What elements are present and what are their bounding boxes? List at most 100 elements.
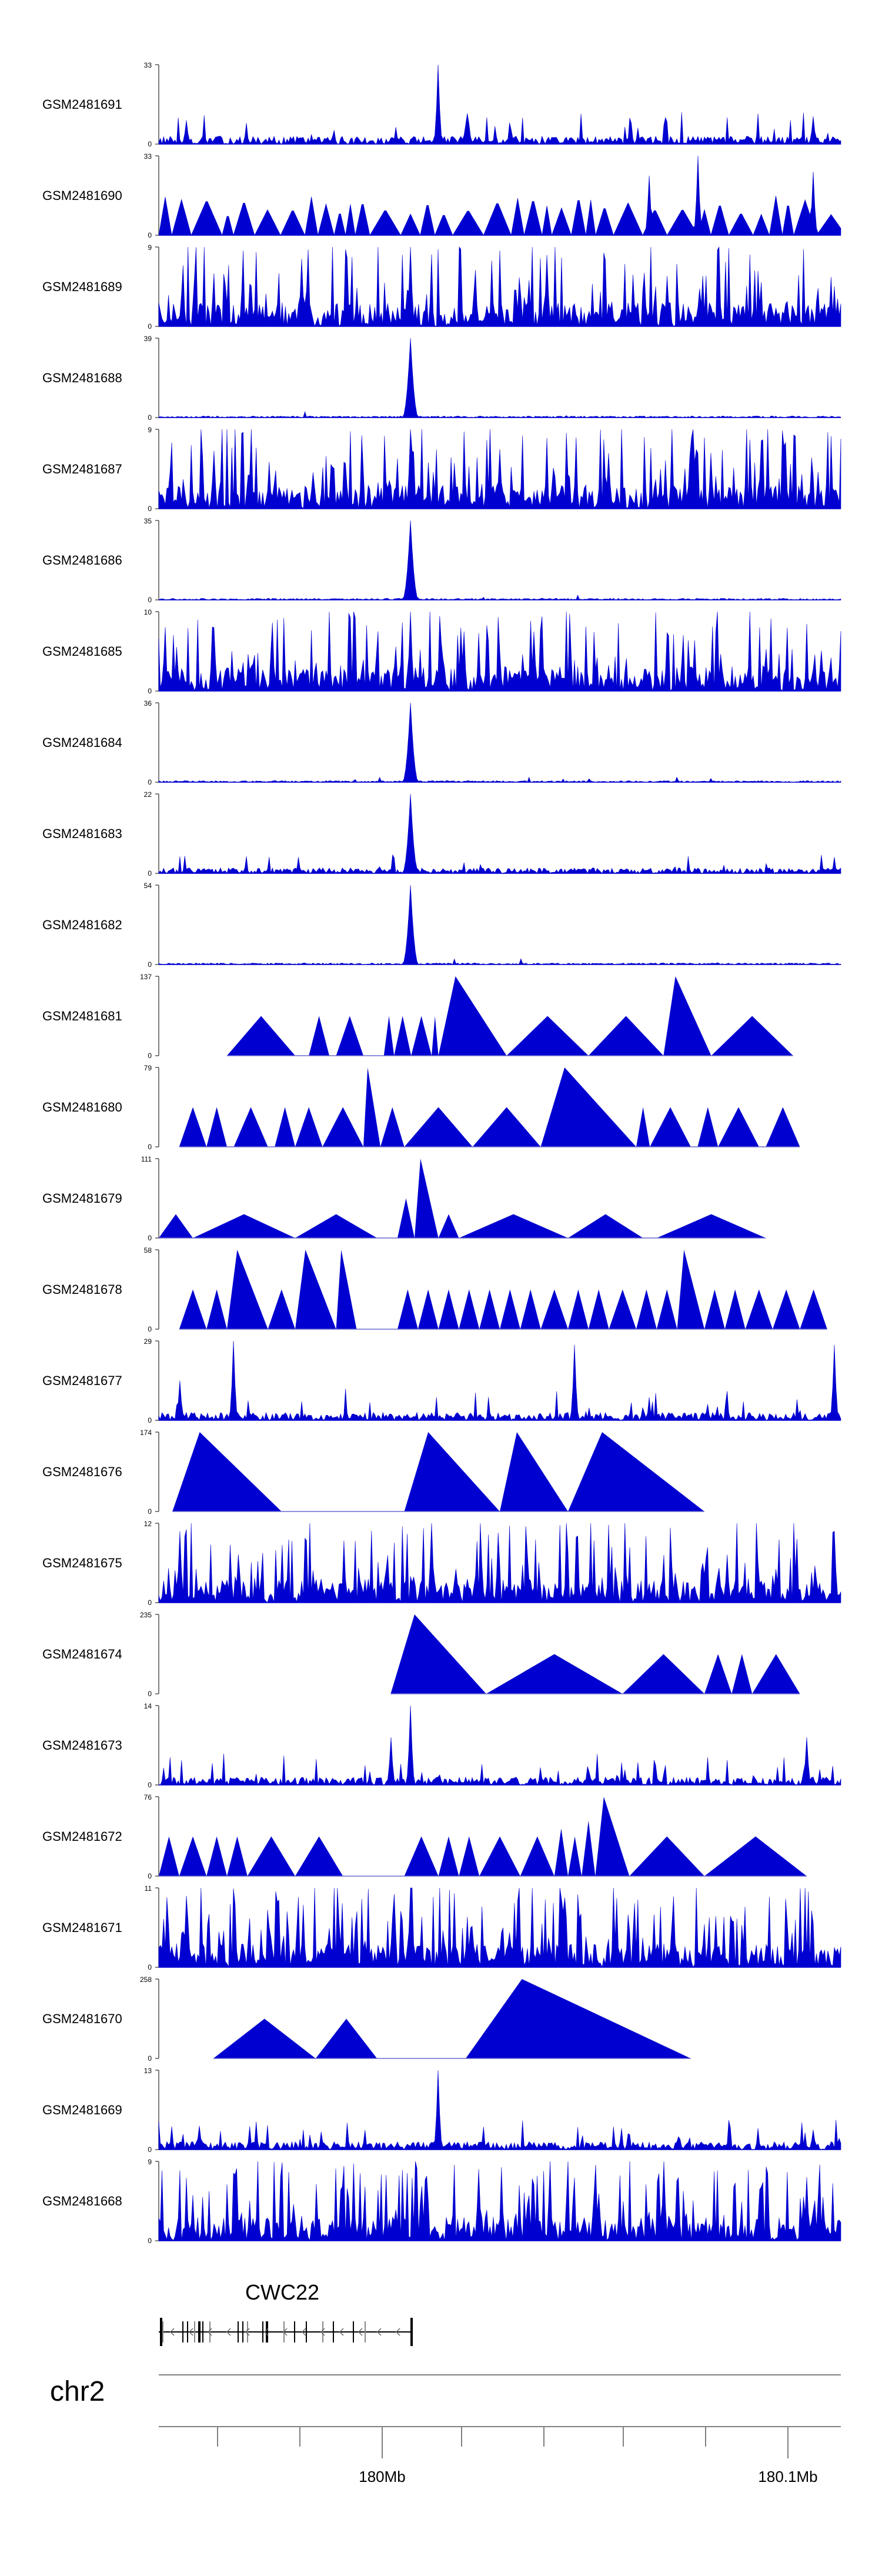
- strand-arrow-icon: [339, 2328, 344, 2336]
- track-gsm2481672: GSM2481672 76 0: [42, 1793, 807, 1880]
- coverage-peak: [390, 1614, 486, 1694]
- y-min-tick-label: 0: [148, 1963, 152, 1971]
- track-gsm2481680: GSM2481680 79 0: [42, 1064, 800, 1151]
- coverage-peak: [179, 1107, 207, 1147]
- y-max-tick-label: 76: [144, 1793, 152, 1801]
- coverage-peak: [554, 1828, 568, 1876]
- coverage-peak: [363, 1067, 380, 1147]
- coverage-tracks: GSM2481691330GSM2481690330GSM248168990GS…: [42, 61, 841, 2245]
- track-gsm2481687: GSM2481687 9 0: [42, 426, 841, 513]
- coverage-peak: [404, 1107, 473, 1147]
- track-gsm2481681: GSM2481681 137 0: [42, 973, 793, 1060]
- coverage-peak: [636, 1289, 657, 1329]
- coverage-peak: [704, 1289, 725, 1329]
- coverage-signal: [158, 155, 841, 236]
- coverage-peak: [159, 1836, 179, 1876]
- coverage-peak: [766, 1107, 800, 1147]
- y-min-tick-label: 0: [148, 1325, 152, 1333]
- coverage-signal: [158, 611, 841, 692]
- track-gsm2481671: GSM2481671 11 0: [42, 1884, 841, 1971]
- coverage-peak: [275, 1107, 295, 1147]
- coverage-peak: [479, 1289, 500, 1329]
- coverage-signal: [158, 885, 841, 965]
- gene-exon: [187, 2321, 188, 2343]
- axis-tick-label: 180Mb: [359, 2468, 406, 2485]
- gene-exon: [294, 2321, 295, 2343]
- coverage-peak: [704, 1654, 732, 1694]
- track-label: GSM2481687: [42, 462, 122, 476]
- coverage-peak: [677, 1250, 704, 1329]
- coverage-peak: [233, 1107, 268, 1147]
- coverage-peak: [459, 1214, 568, 1238]
- strand-arrow-icon: [395, 2328, 400, 2336]
- coverage-peak: [159, 1214, 193, 1238]
- track-gsm2481689: GSM2481689 9 0: [42, 243, 841, 331]
- coverage-peak: [295, 1250, 336, 1329]
- coverage-signal: [158, 793, 841, 874]
- gene-model-cwc22: CWC22: [159, 2280, 413, 2346]
- track-label: GSM2481672: [42, 1829, 122, 1844]
- gene-exon: [322, 2321, 323, 2343]
- track-label: GSM2481669: [42, 2103, 122, 2117]
- track-label: GSM2481689: [42, 279, 122, 294]
- coverage-signal: [158, 338, 841, 418]
- coverage-peak: [479, 1836, 520, 1876]
- y-max-tick-label: 22: [144, 790, 152, 799]
- coverage-peak: [731, 1654, 753, 1694]
- coverage-peak: [247, 1836, 295, 1876]
- gene-exon: [247, 2321, 248, 2343]
- coverage-peak: [179, 1836, 207, 1876]
- coverage-peak: [417, 1289, 439, 1329]
- axis-tick-label: 180.1Mb: [758, 2468, 817, 2485]
- y-max-tick-label: 137: [140, 973, 152, 981]
- coverage-peak: [588, 1016, 664, 1056]
- coverage-peak: [506, 1016, 589, 1056]
- coverage-peak: [520, 1289, 541, 1329]
- track-label: GSM2481684: [42, 735, 122, 750]
- gene-exon: [238, 2321, 239, 2343]
- coverage-signal: [158, 1523, 841, 1603]
- strand-arrow-icon: [376, 2328, 382, 2336]
- track-label: GSM2481686: [42, 553, 122, 568]
- gene-exon: [333, 2321, 334, 2343]
- coverage-peak: [752, 1654, 800, 1694]
- coverage-peak: [724, 1289, 746, 1329]
- y-max-tick-label: 35: [144, 517, 152, 525]
- track-gsm2481682: GSM2481682 54 0: [42, 882, 841, 969]
- track-label: GSM2481680: [42, 1100, 122, 1115]
- track-label: GSM2481677: [42, 1373, 122, 1388]
- y-min-tick-label: 0: [148, 2145, 152, 2154]
- y-min-tick-label: 0: [148, 2054, 152, 2063]
- track-label: GSM2481673: [42, 1738, 122, 1753]
- y-min-tick-label: 0: [148, 687, 152, 695]
- gene-exon: [182, 2321, 183, 2343]
- track-label: GSM2481676: [42, 1464, 122, 1479]
- coverage-peak: [415, 1159, 439, 1238]
- coverage-peak: [486, 1654, 623, 1694]
- gene-exon: [202, 2321, 203, 2343]
- chromosome-ideogram: chr2: [50, 2374, 841, 2407]
- coverage-peak: [520, 1836, 554, 1876]
- track-gsm2481677: GSM2481677 29 0: [42, 1337, 841, 1424]
- track-label: GSM2481681: [42, 1009, 122, 1023]
- coverage-peak: [206, 1107, 227, 1147]
- track-gsm2481674: GSM2481674 235 0: [42, 1611, 800, 1698]
- coverage-peak: [397, 1289, 418, 1329]
- track-gsm2481691: GSM2481691 33 0: [42, 61, 841, 148]
- track-gsm2481675: GSM2481675 12 0: [42, 1520, 841, 1607]
- y-min-tick-label: 0: [148, 1416, 152, 1424]
- track-label: GSM2481668: [42, 2194, 122, 2208]
- coverage-peak: [227, 1250, 268, 1329]
- track-gsm2481673: GSM2481673 14 0: [42, 1702, 841, 1789]
- coverage-peak: [383, 1016, 395, 1056]
- track-gsm2481670: GSM2481670 258 0: [42, 1976, 691, 2063]
- coverage-peak: [227, 1836, 248, 1876]
- y-min-tick-label: 0: [148, 1234, 152, 1242]
- genome-axis: 180Mb 180.1Mb: [159, 2426, 841, 2485]
- track-label: GSM2481683: [42, 826, 122, 841]
- coverage-peak: [206, 1289, 227, 1329]
- coverage-peak: [629, 1836, 704, 1876]
- coverage-peak: [380, 1107, 405, 1147]
- coverage-peak: [540, 1289, 568, 1329]
